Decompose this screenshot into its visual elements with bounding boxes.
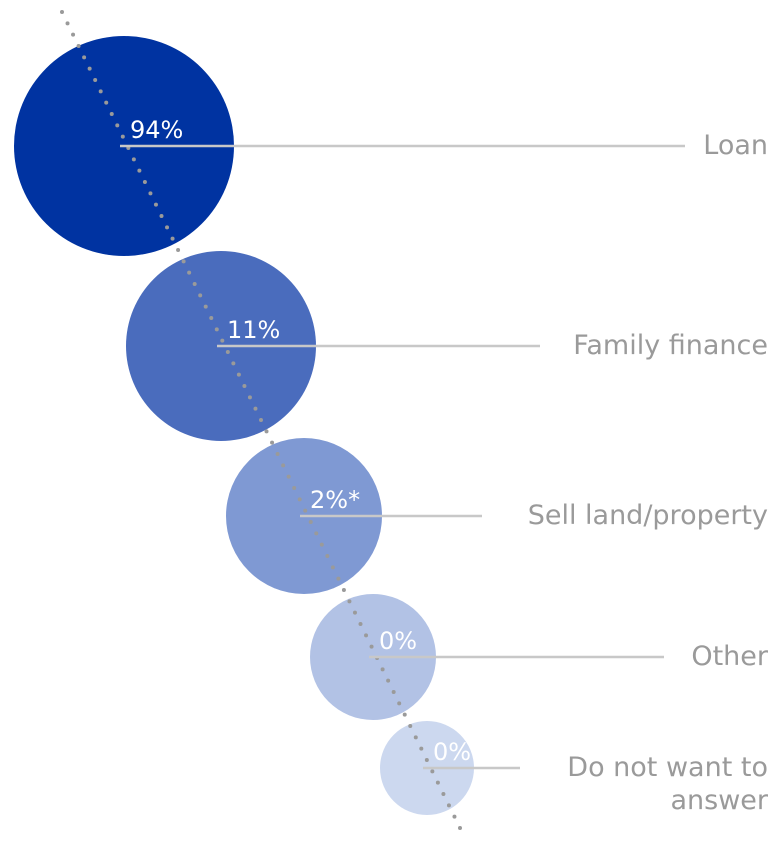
guide-dot (347, 599, 352, 604)
category-label: Sell land/property (527, 500, 768, 531)
guide-dot (275, 452, 280, 456)
guide-dot (60, 10, 64, 14)
guide-dot (364, 633, 369, 638)
guide-dot (292, 486, 297, 490)
guide-dot (181, 259, 186, 264)
guide-dot (452, 814, 457, 819)
value-label: 2%* (310, 486, 360, 514)
guide-dot (413, 735, 418, 740)
guide-dot (153, 202, 158, 207)
guide-dot (358, 622, 363, 626)
guide-dot (430, 769, 435, 774)
guide-dot (104, 100, 109, 105)
guide-dot (236, 372, 241, 377)
guide-dot (319, 542, 324, 547)
guide-dot (458, 826, 462, 830)
guide-dot (325, 554, 330, 558)
guide-dot (330, 565, 335, 570)
guide-dot (435, 780, 440, 785)
guide-dot (441, 792, 446, 796)
guide-dot (220, 338, 225, 343)
guide-dot (170, 236, 175, 241)
guide-dot (303, 508, 308, 513)
guide-dot (159, 214, 164, 218)
category-label: Do not want to answer (567, 752, 768, 816)
guide-dot (259, 418, 263, 422)
guide-dot (391, 690, 396, 694)
guide-dot (165, 225, 170, 230)
guide-dot (120, 134, 125, 139)
guide-dot (203, 304, 208, 309)
guide-dot (386, 678, 391, 683)
guide-dot (142, 180, 147, 184)
guide-dot (109, 112, 114, 116)
category-label: Other (691, 641, 768, 672)
guide-dot (98, 89, 103, 94)
guide-dot (131, 157, 136, 162)
guide-dot (336, 576, 341, 581)
guide-dot (369, 644, 374, 649)
guide-dot (225, 350, 230, 354)
guide-dot (264, 429, 269, 434)
category-label: Family finance (573, 330, 768, 361)
guide-dot (314, 531, 319, 536)
value-label: 0% (433, 738, 471, 766)
guide-dot (71, 32, 76, 37)
guide-dot (380, 667, 385, 672)
guide-dot (231, 361, 236, 366)
guide-dot (198, 293, 203, 298)
guide-dot (341, 588, 346, 592)
guide-dot (242, 384, 247, 388)
value-label: 11% (227, 316, 280, 344)
guide-dot (76, 44, 81, 48)
guide-dot (308, 520, 313, 524)
guide-dot (419, 746, 424, 751)
guide-dot (93, 78, 98, 82)
guide-dot (402, 712, 407, 717)
guide-dot (176, 248, 181, 252)
category-label: Loan (703, 130, 768, 161)
guide-dot (87, 66, 92, 71)
guide-dot (82, 55, 87, 60)
guide-dot (148, 191, 153, 196)
guide-dot (192, 282, 197, 286)
guide-dot (115, 123, 120, 128)
value-label: 0% (379, 627, 417, 655)
guide-dot (270, 440, 275, 445)
guide-dot (281, 463, 286, 468)
guide-dot (297, 497, 302, 502)
guide-dot (286, 474, 291, 479)
guide-dot (214, 327, 219, 332)
guide-dot (65, 21, 70, 26)
guide-dot (137, 168, 142, 173)
guide-dot (397, 701, 402, 706)
guide-dot (352, 610, 357, 615)
value-label: 94% (130, 116, 183, 144)
guide-dot (253, 406, 258, 411)
guide-dot (247, 395, 252, 400)
guide-dot (446, 803, 451, 808)
guide-dot (187, 270, 192, 275)
guide-dot (424, 758, 429, 762)
guide-dot (408, 724, 413, 728)
guide-dot (209, 316, 214, 320)
